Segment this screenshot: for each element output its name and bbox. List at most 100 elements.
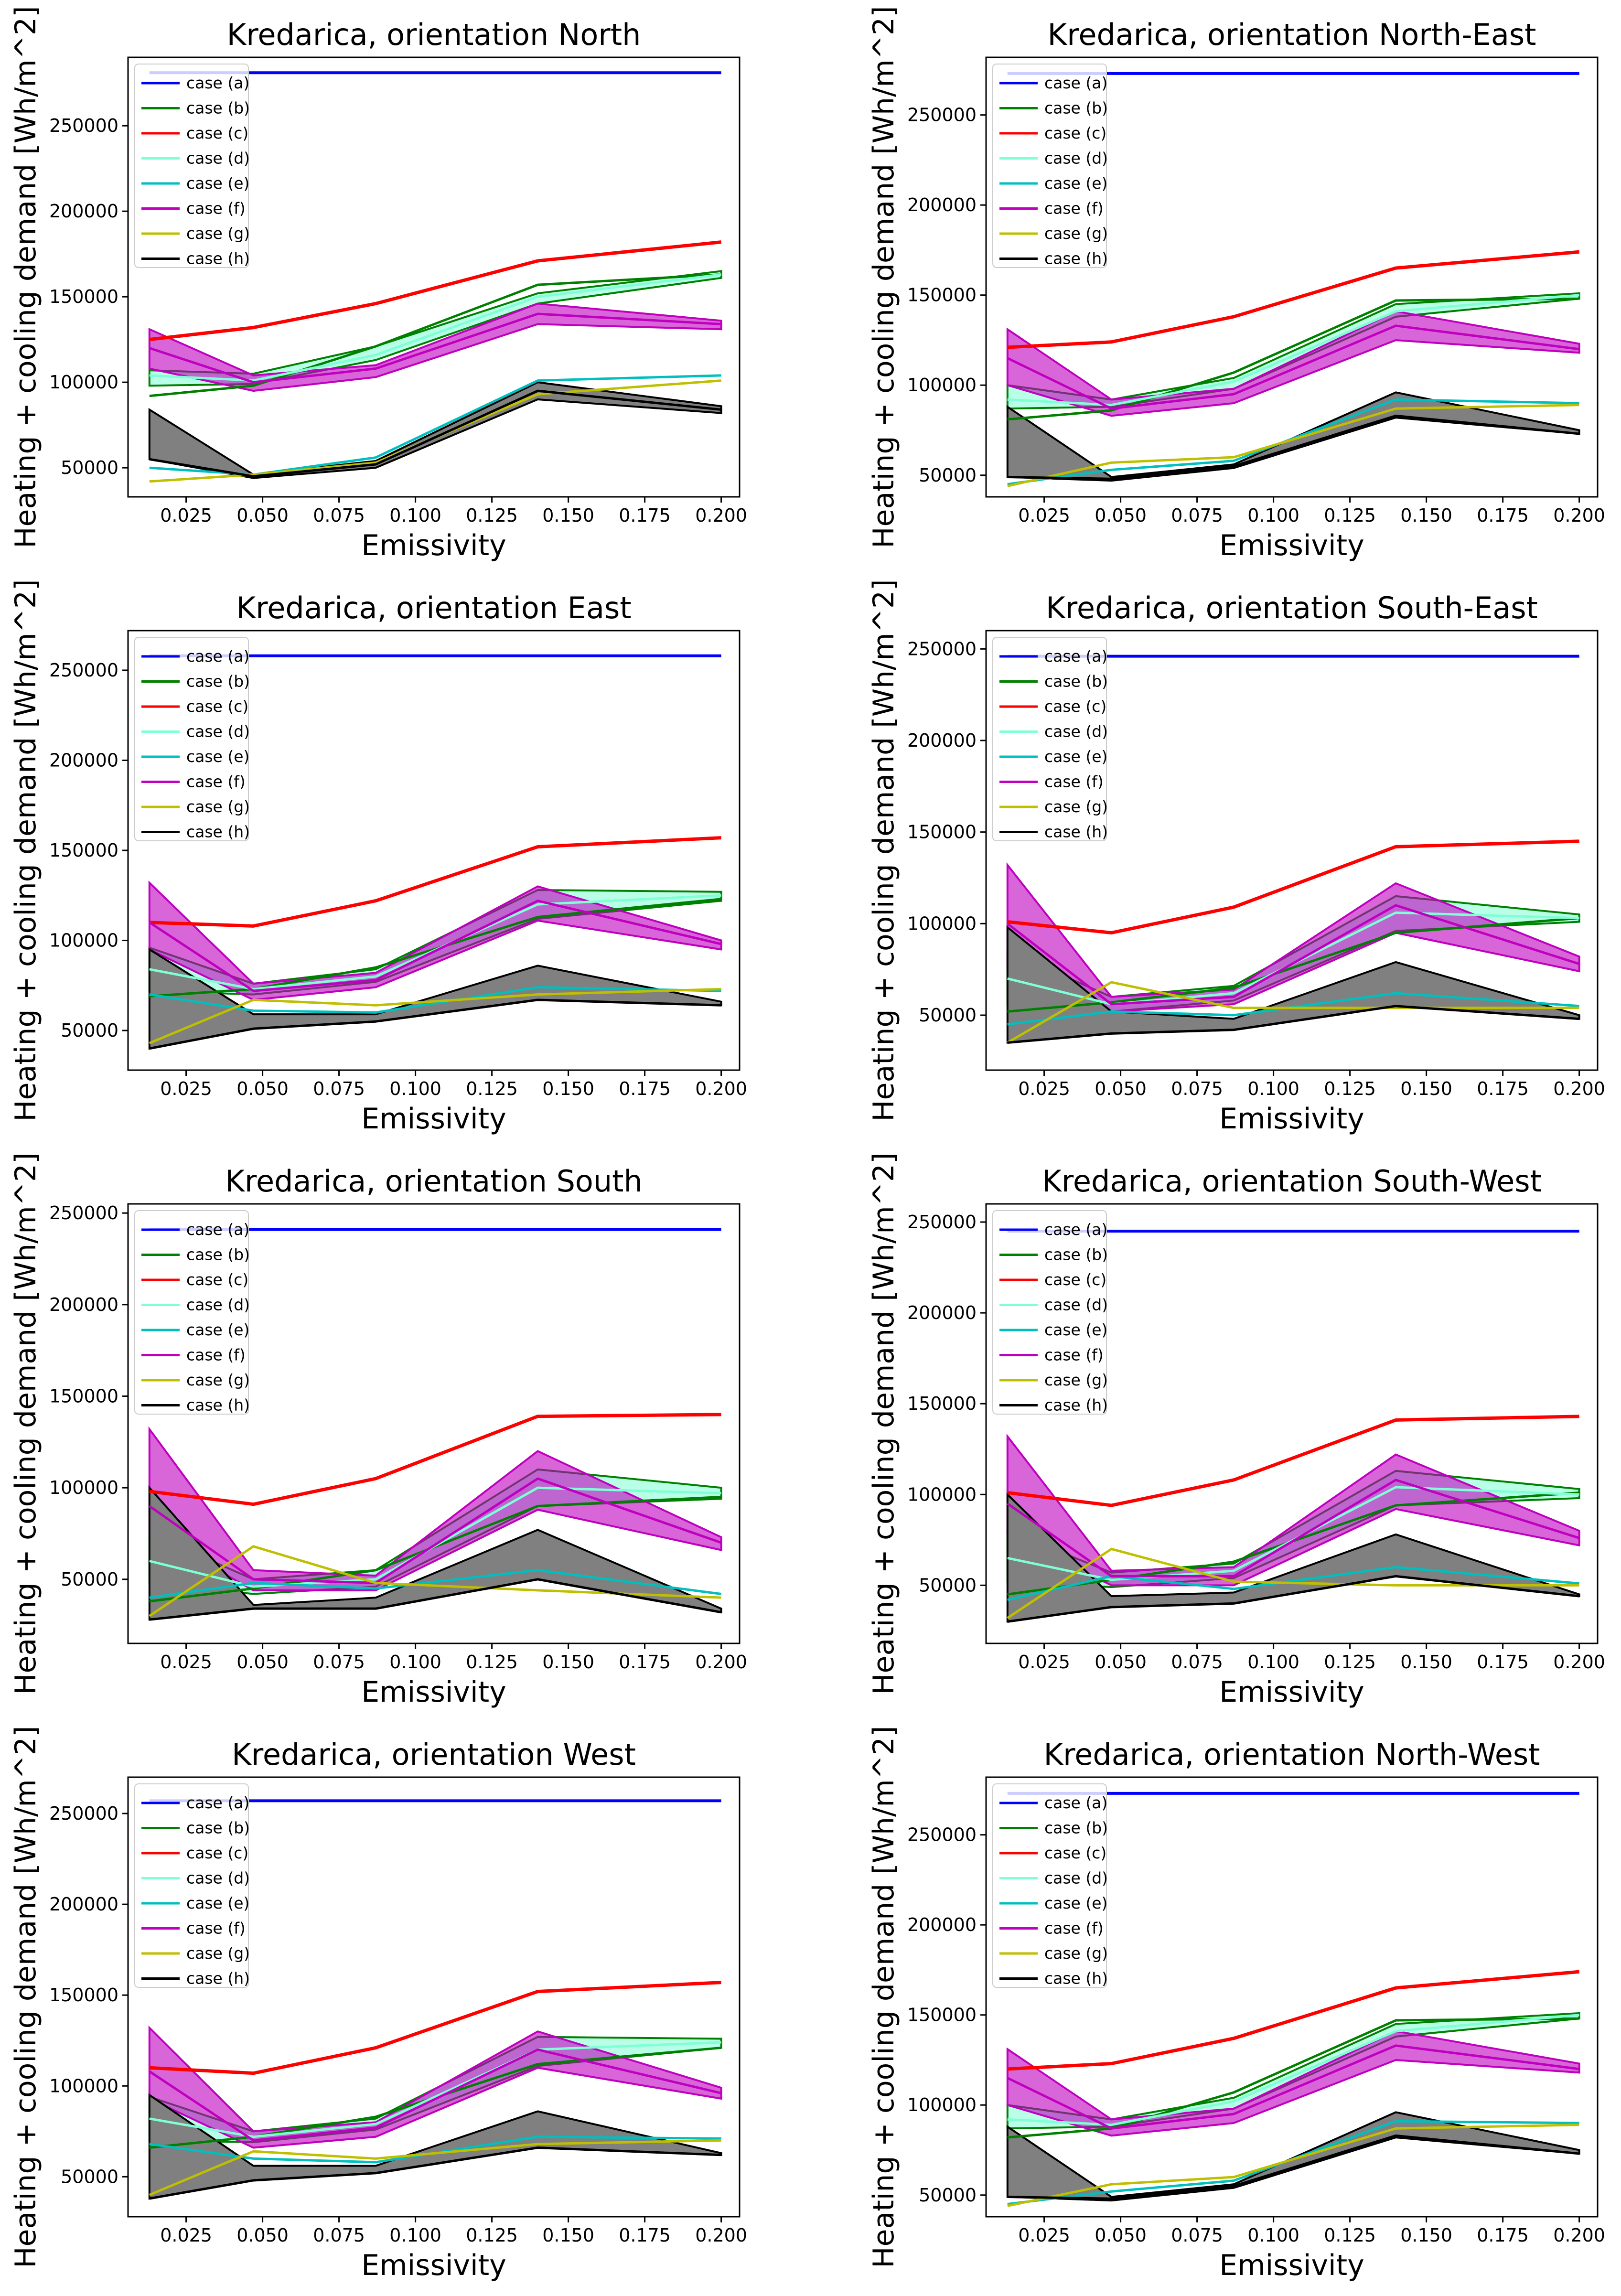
legend-label-case-a: case (a): [1044, 1793, 1107, 1812]
legend-label-case-d: case (d): [1044, 1869, 1108, 1888]
x-tick-label: 0.125: [1324, 2225, 1376, 2246]
x-tick-label: 0.175: [619, 1078, 671, 1099]
x-tick-label: 0.025: [1018, 1078, 1070, 1099]
x-tick-label: 0.200: [695, 2225, 747, 2246]
y-tick-label: 100000: [907, 913, 977, 934]
chart-title: Kredarica, orientation North: [227, 17, 641, 52]
x-tick-label: 0.025: [1018, 2225, 1070, 2246]
chart-3: 0.025 0.050 0.075 0.100 0.125 0.150 0.175 0.200…: [9, 579, 747, 1136]
y-axis-label: Heating + cooling demand [Wh/m^2]: [9, 579, 43, 1121]
x-tick-label: 0.125: [466, 505, 518, 526]
x-tick-label: 0.150: [542, 1078, 594, 1099]
x-tick-label: 0.150: [1400, 505, 1452, 526]
legend-label-case-a: case (a): [186, 74, 249, 92]
legend-label-case-f: case (f): [186, 1919, 246, 1938]
legend-label-case-f: case (f): [1044, 199, 1104, 218]
legend-box: [134, 64, 249, 268]
legend-label-case-d: case (d): [186, 149, 250, 168]
legend-label-case-d: case (d): [186, 1869, 250, 1888]
legend-label-case-b: case (b): [1044, 1819, 1108, 1837]
legend-box: [134, 1210, 249, 1415]
chart-title: Kredarica, orientation North-East: [1048, 17, 1536, 52]
x-tick-label: 0.200: [1553, 1652, 1605, 1673]
legend-label-case-f: case (f): [1044, 1346, 1104, 1364]
x-tick-label: 0.175: [619, 1652, 671, 1673]
legend-box: [134, 637, 249, 841]
y-axis-label: Heating + cooling demand [Wh/m^2]: [867, 6, 901, 548]
x-axis-label: Emissivity: [361, 529, 506, 562]
legend-label-case-e: case (e): [186, 1320, 249, 1339]
plot-content: [1006, 1792, 1580, 2207]
y-tick-label: 200000: [907, 730, 977, 751]
x-tick-label: 0.175: [1477, 1078, 1529, 1099]
x-tick-label: 0.050: [236, 2225, 289, 2246]
legend-label-case-e: case (e): [1044, 747, 1107, 766]
y-tick-label: 250000: [907, 105, 977, 126]
y-tick-label: 150000: [49, 1386, 118, 1407]
chart-4: 0.025 0.050 0.075 0.100 0.125 0.150 0.175 0.200…: [867, 579, 1605, 1136]
x-tick-label: 0.200: [695, 1652, 747, 1673]
x-tick-label: 0.125: [1324, 1652, 1376, 1673]
legend-label-case-h: case (h): [1044, 823, 1108, 841]
x-tick-label: 0.075: [313, 2225, 365, 2246]
x-tick-label: 0.050: [1095, 1652, 1147, 1673]
legend: case (a) case (b) case (c) case (d) case (e)…: [134, 1210, 250, 1415]
x-tick-label: 0.175: [619, 505, 671, 526]
legend: case (a) case (b) case (c) case (d) case (e)…: [992, 637, 1108, 841]
band-case-f: [1006, 2030, 1580, 2137]
legend-label-case-g: case (g): [1044, 1944, 1108, 1963]
legend-label-case-c: case (c): [1044, 1844, 1106, 1862]
y-tick-label: 200000: [49, 1294, 118, 1315]
x-tick-label: 0.200: [1553, 505, 1605, 526]
legend-label-case-e: case (e): [1044, 1894, 1107, 1912]
y-tick-label: 150000: [907, 285, 977, 306]
y-tick-label: 250000: [49, 115, 118, 136]
y-tick-label: 150000: [49, 840, 118, 861]
y-tick-label: 250000: [907, 1824, 977, 1845]
legend-label-case-e: case (e): [186, 747, 249, 766]
x-axis-label: Emissivity: [361, 2249, 506, 2282]
y-tick-label: 250000: [907, 638, 977, 659]
y-tick-label: 150000: [907, 1393, 977, 1414]
x-tick-label: 0.100: [389, 1078, 441, 1099]
legend: case (a) case (b) case (c) case (d) case (e)…: [134, 637, 250, 841]
legend-label-case-c: case (c): [186, 1844, 248, 1862]
y-tick-label: 50000: [919, 1575, 977, 1596]
y-axis-label: Heating + cooling demand [Wh/m^2]: [9, 1152, 43, 1695]
plot-content: [1006, 1230, 1580, 1623]
legend-label-case-d: case (d): [186, 1296, 250, 1314]
x-tick-label: 0.075: [1171, 2225, 1223, 2246]
legend-label-case-f: case (f): [186, 199, 246, 218]
chart-6: 0.025 0.050 0.075 0.100 0.125 0.150 0.175 0.200…: [867, 1152, 1605, 1709]
x-tick-label: 0.100: [1247, 1652, 1299, 1673]
x-tick-label: 0.050: [236, 505, 289, 526]
x-tick-label: 0.175: [1477, 1652, 1529, 1673]
x-tick-label: 0.025: [160, 2225, 212, 2246]
x-tick-label: 0.075: [313, 1078, 365, 1099]
x-tick-label: 0.125: [466, 1652, 518, 1673]
legend: case (a) case (b) case (c) case (d) case (e)…: [992, 1210, 1108, 1415]
legend-label-case-c: case (c): [186, 124, 248, 142]
band-case-f: [1006, 310, 1580, 417]
legend-label-case-g: case (g): [1044, 1371, 1108, 1389]
legend-label-case-d: case (d): [1044, 1296, 1108, 1314]
y-axis-label: Heating + cooling demand [Wh/m^2]: [9, 6, 43, 548]
x-axis-label: Emissivity: [361, 1675, 506, 1709]
x-axis-label: Emissivity: [1219, 529, 1364, 562]
y-tick-label: 100000: [49, 1477, 118, 1498]
legend-label-case-f: case (f): [186, 1346, 246, 1364]
y-tick-label: 100000: [907, 375, 977, 396]
x-tick-label: 0.175: [1477, 505, 1529, 526]
x-tick-label: 0.100: [389, 2225, 441, 2246]
legend-label-case-a: case (a): [1044, 647, 1107, 665]
x-tick-label: 0.050: [236, 1078, 289, 1099]
y-tick-label: 200000: [907, 194, 977, 215]
x-tick-label: 0.025: [160, 1078, 212, 1099]
chart-title: Kredarica, orientation West: [232, 1737, 636, 1772]
chart-7: 0.025 0.050 0.075 0.100 0.125 0.150 0.175 0.200…: [9, 1726, 747, 2282]
x-tick-label: 0.150: [1400, 2225, 1452, 2246]
y-tick-label: 50000: [919, 2185, 977, 2206]
legend-label-case-e: case (e): [1044, 174, 1107, 193]
legend-label-case-c: case (c): [1044, 697, 1106, 716]
